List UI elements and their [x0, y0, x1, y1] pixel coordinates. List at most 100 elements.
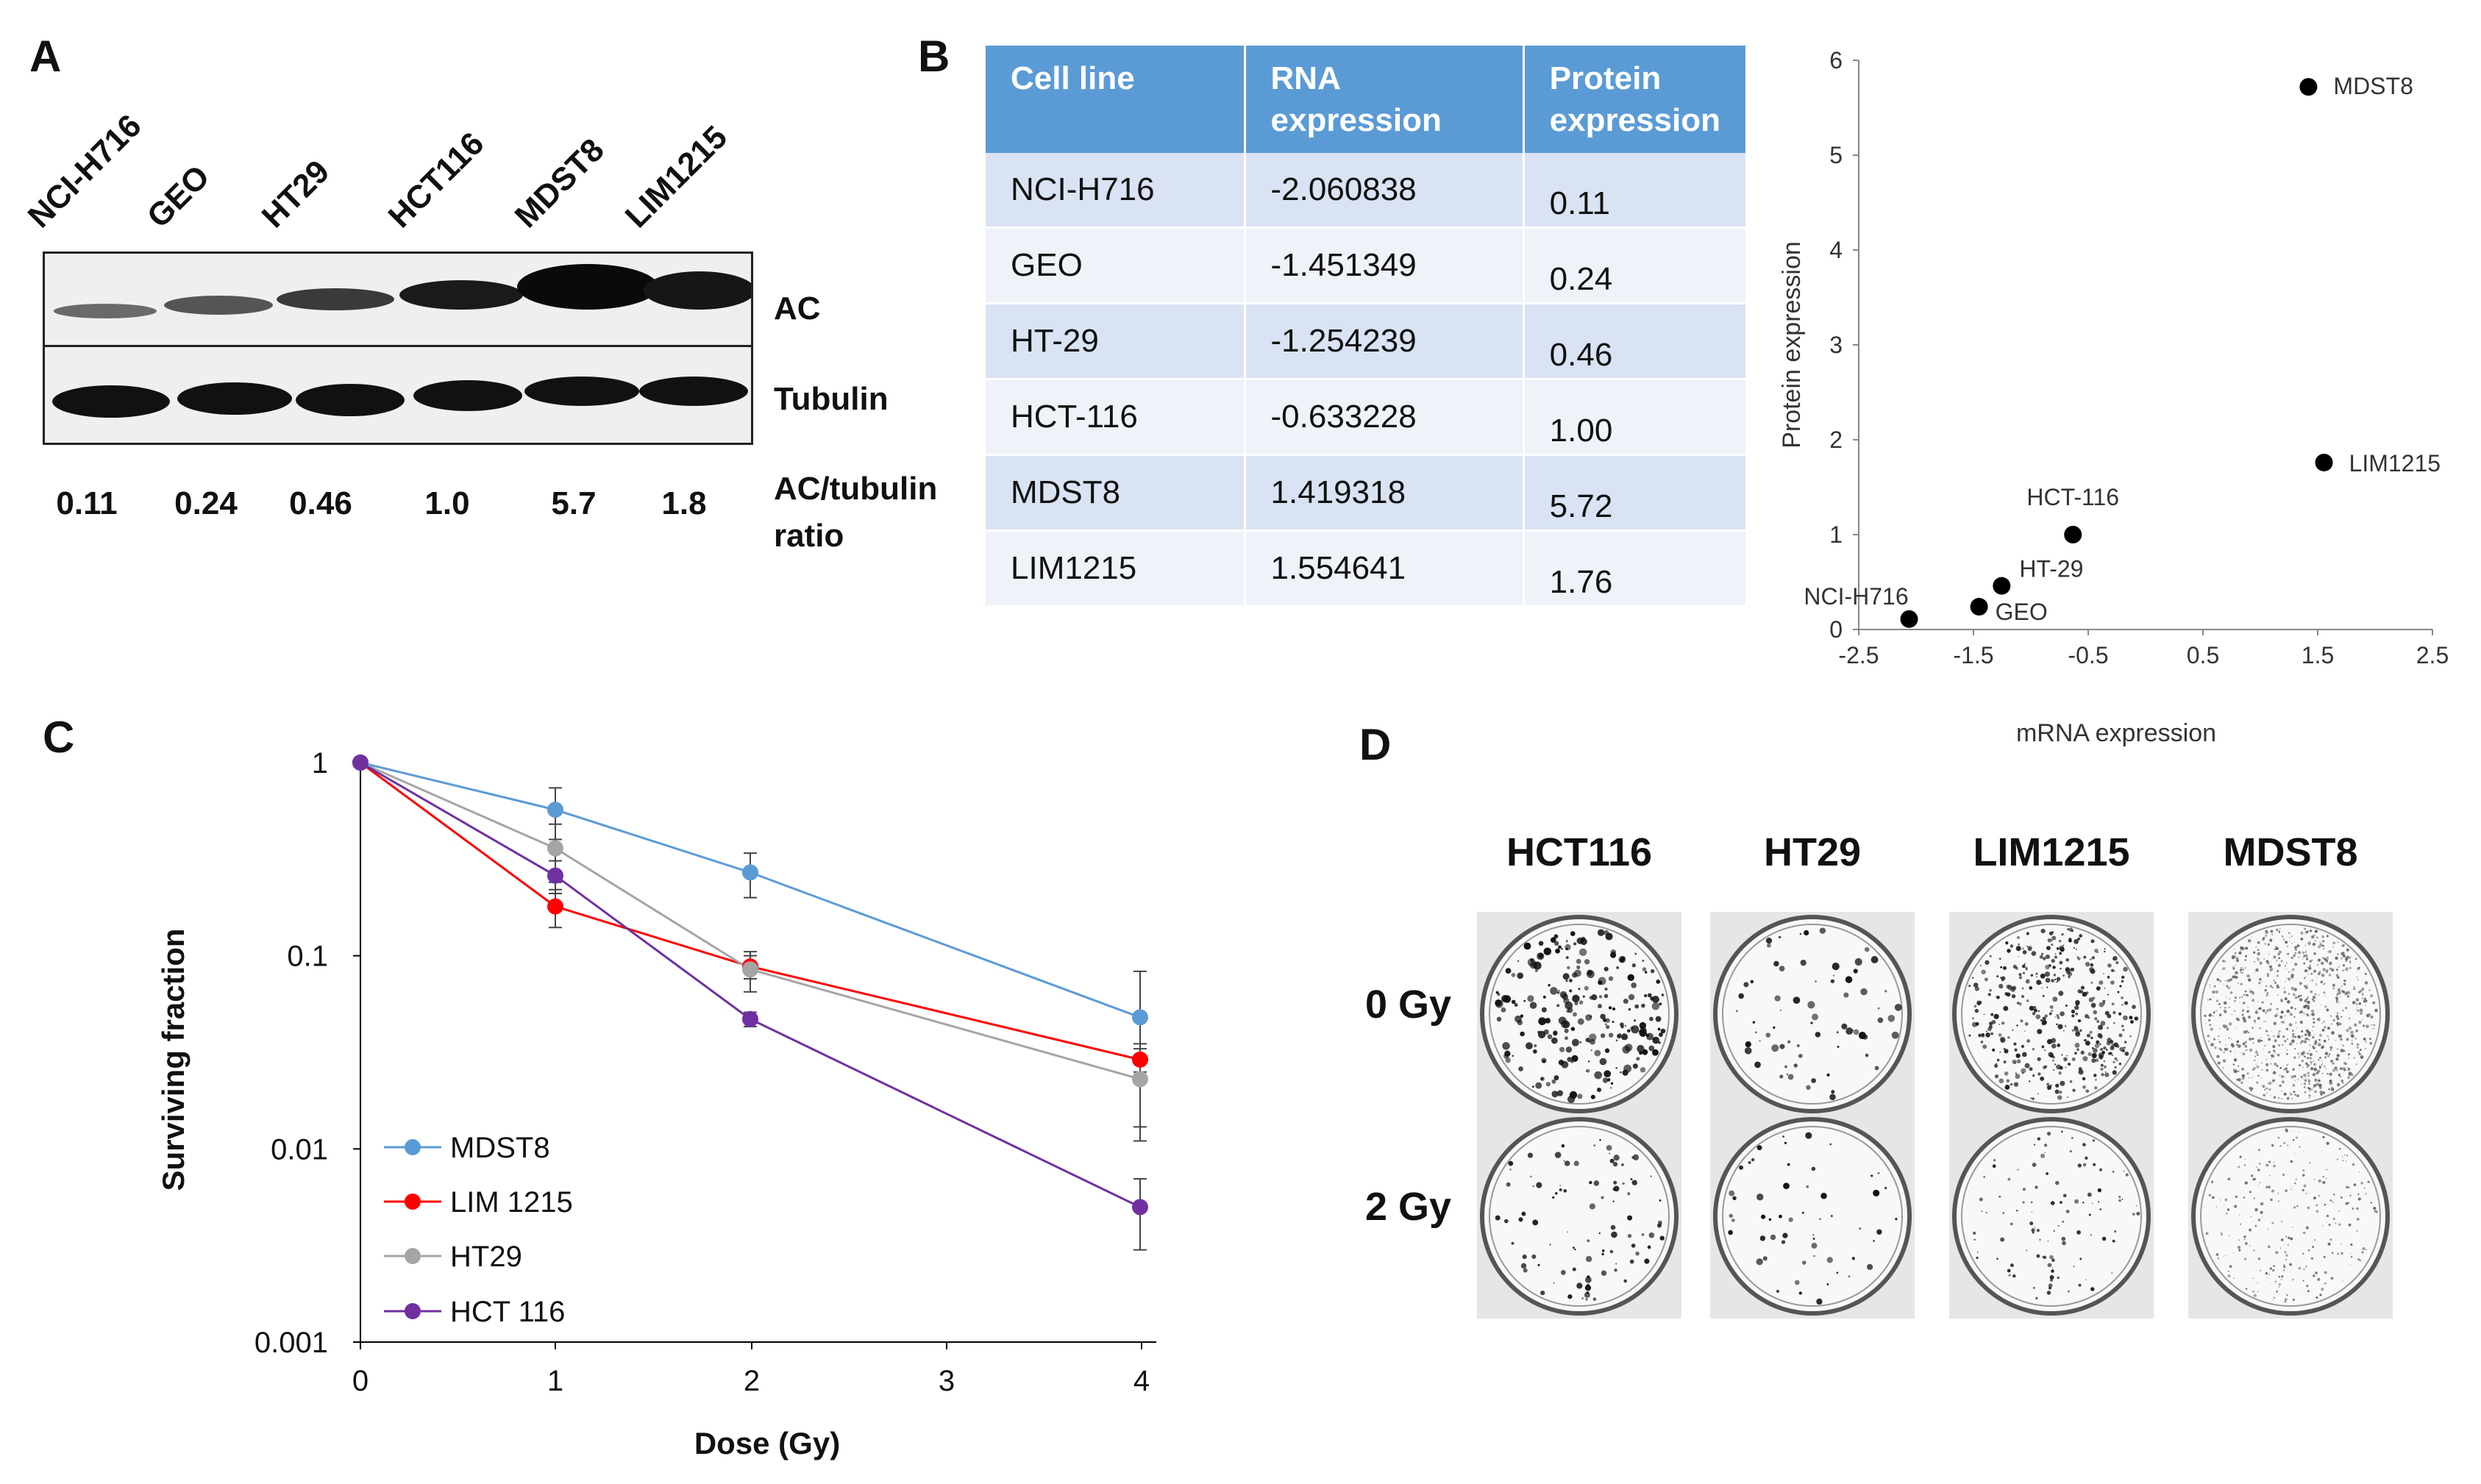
colony: [2278, 1030, 2281, 1032]
colony: [2068, 1063, 2071, 1066]
colony: [2329, 961, 2332, 966]
colony: [2032, 1231, 2035, 1234]
colony: [2323, 991, 2326, 994]
colony: [2346, 991, 2351, 995]
colony: [2323, 1039, 2327, 1043]
colony: [1571, 1055, 1578, 1063]
colony: [2305, 1226, 2309, 1230]
colony: [2041, 1045, 2045, 1049]
colony: [2095, 1058, 2099, 1063]
colony: [2316, 1210, 2319, 1213]
cell-line: NCI-H716: [986, 153, 1246, 229]
colony: [1577, 1018, 1584, 1025]
y-tick-label: 4: [1829, 237, 1843, 263]
colony: [2107, 963, 2112, 968]
colony: [2229, 978, 2232, 982]
colony: [2327, 1242, 2331, 1246]
colony: [1593, 1180, 1600, 1186]
colony: [2302, 1169, 2305, 1171]
colony: [2309, 1162, 2311, 1164]
colony: [2348, 1186, 2350, 1189]
colony: [2290, 975, 2294, 979]
colony: [1613, 1185, 1620, 1192]
colony: [2047, 1263, 2052, 1268]
colony: [1640, 1027, 1647, 1034]
colony: [2337, 988, 2341, 992]
colony: [2286, 1064, 2288, 1066]
colony: [2049, 1274, 2054, 1280]
colony: [2336, 1054, 2340, 1057]
colony: [2306, 1078, 2307, 1080]
colony: [2273, 980, 2275, 982]
colony: [2320, 1093, 2323, 1096]
colony: [2111, 1272, 2112, 1274]
colony: [2294, 1035, 2297, 1038]
colony: [2210, 1027, 2213, 1031]
colony: [1584, 1276, 1592, 1283]
colony: [2249, 1037, 2252, 1041]
colony: [2062, 974, 2065, 977]
colony: [2359, 1049, 2362, 1052]
colony: [2054, 1180, 2060, 1185]
colony: [2129, 1035, 2132, 1038]
colony: [2294, 952, 2297, 955]
colony: [2001, 1021, 2005, 1025]
colony: [2118, 1195, 2121, 1199]
colony: [2338, 941, 2339, 943]
colony: [2004, 992, 2009, 996]
colony: [2318, 1066, 2321, 1068]
colony: [2351, 1042, 2354, 1045]
colony: [2100, 1047, 2104, 1052]
colony: [2230, 1043, 2234, 1046]
colony: [2324, 1005, 2327, 1008]
colony: [2087, 1016, 2090, 1019]
colony: [1826, 1257, 1833, 1263]
colony: [2048, 1286, 2051, 1290]
colony: [2225, 1039, 2227, 1041]
colony: [2349, 966, 2352, 968]
colony: [2032, 1163, 2037, 1167]
colony: [1820, 1192, 1827, 1199]
tubulin-bands: [52, 377, 748, 418]
colony: [2057, 1044, 2060, 1046]
colony: [2254, 1059, 2256, 1062]
colony: [2322, 1224, 2324, 1226]
colony: [2292, 1032, 2295, 1035]
colony: [2274, 1052, 2277, 1054]
colony: [2234, 996, 2238, 999]
colony: [2365, 1249, 2367, 1250]
colony: [2097, 1188, 2102, 1193]
colony: [1779, 1074, 1784, 1079]
colony: [2049, 1005, 2054, 1009]
colony: [1632, 1154, 1640, 1161]
colony: [2288, 1042, 2293, 1046]
colony: [2244, 1045, 2248, 1048]
colony: [2342, 1010, 2344, 1012]
colony: [2232, 966, 2235, 968]
colony: [1576, 937, 1584, 944]
colony: [2286, 1097, 2290, 1100]
colony: [2255, 1166, 2257, 1168]
colony: [2123, 966, 2128, 972]
colony: [2078, 1283, 2082, 1287]
colony: [2049, 1278, 2054, 1282]
colony: [1501, 995, 1509, 1002]
colony: [2321, 1064, 2323, 1066]
colony: [2287, 1244, 2290, 1246]
colony: [2207, 999, 2209, 1001]
colony: [2302, 1007, 2304, 1009]
colony: [2243, 1002, 2246, 1005]
colony: [2010, 1222, 2013, 1226]
colony: [2090, 1036, 2093, 1039]
colony: [2207, 1034, 2210, 1038]
colony: [2050, 1201, 2055, 1205]
colony: [2307, 996, 2309, 998]
colony: [1603, 994, 1609, 999]
colony: [2207, 1040, 2210, 1043]
colony: [1627, 1215, 1633, 1221]
colony: [1541, 1007, 1547, 1013]
colony: [2012, 1274, 2016, 1278]
colony: [2101, 1073, 2104, 1077]
colony: [2069, 968, 2073, 972]
colony: [2071, 1137, 2074, 1139]
